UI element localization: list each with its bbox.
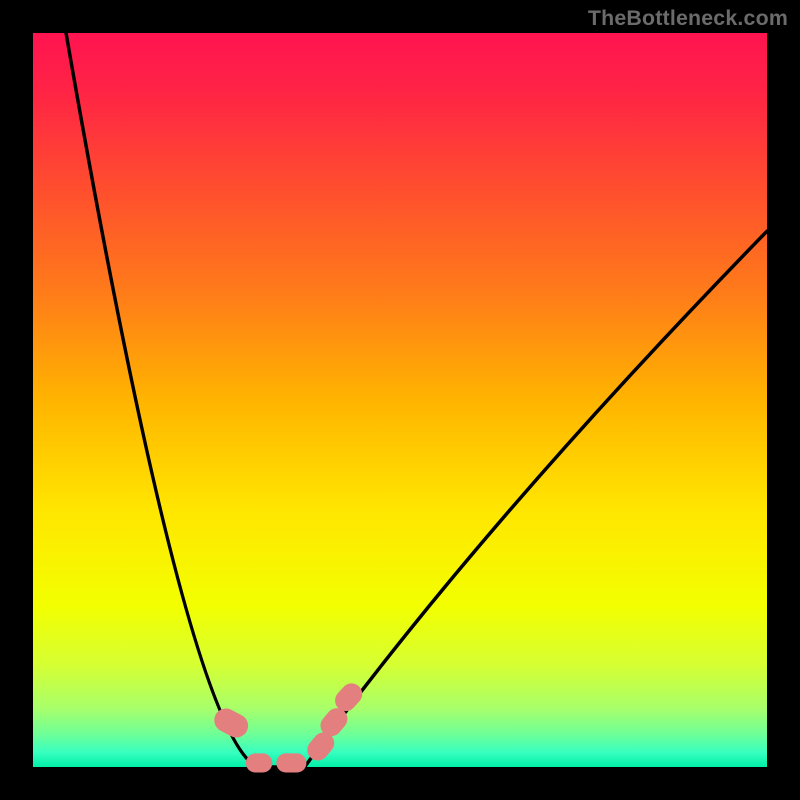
curve-marker [276, 753, 306, 772]
gradient-background [33, 33, 767, 767]
plot-area [33, 33, 767, 767]
curve-svg [33, 33, 767, 767]
curve-marker [246, 753, 272, 772]
watermark-text: TheBottleneck.com [588, 6, 788, 31]
